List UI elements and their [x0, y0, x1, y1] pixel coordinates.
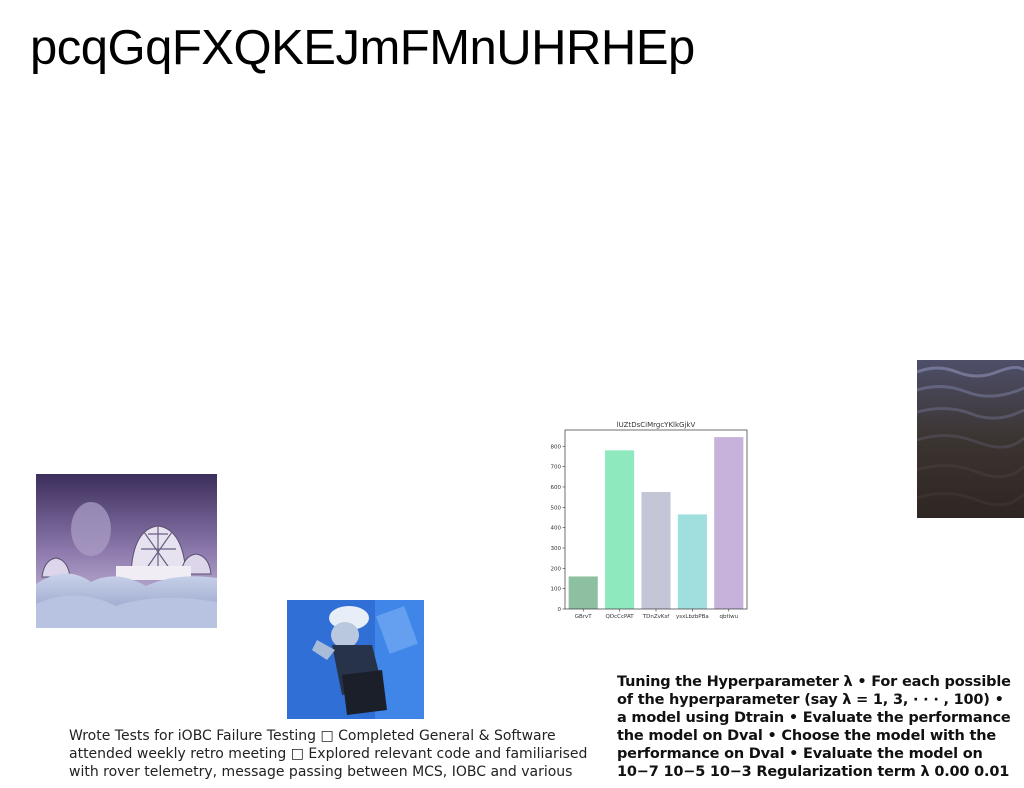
- x-tick-label: GBrvT: [575, 614, 593, 620]
- x-tick-label: qbtlwu: [719, 614, 738, 620]
- chart-bar: [641, 492, 671, 609]
- notes-line: Wrote Tests for iOBC Failure Testing □ C…: [69, 728, 556, 744]
- bar-chart: lUZtDsCiMrgcYKlkGjkV GBrvT QDcCcPAT TDnZvKs…: [551, 421, 748, 620]
- y-tick-label: 800: [551, 444, 562, 450]
- notes-text: Wrote Tests for iOBC Failure Testing □ C…: [69, 727, 599, 781]
- slide-line: 10−7 10−5 10−3 Regularization term λ 0.0…: [617, 764, 1010, 780]
- chart-bar: [605, 450, 635, 609]
- x-tick-label: ysxLbzbPBa: [676, 614, 709, 620]
- page-title: pcqGqFXQKEJmFMnUHRHEp: [30, 21, 695, 75]
- chart-bar: [568, 576, 598, 609]
- y-tick-label: 200: [551, 566, 562, 572]
- y-tick-label: 300: [551, 546, 562, 552]
- chart-title: lUZtDsCiMrgcYKlkGjkV: [617, 421, 696, 429]
- slide-line: of the hyperparameter (say λ = 1, 3, · ·…: [617, 692, 1004, 708]
- water-texture-image: [917, 360, 1024, 518]
- y-tick-label: 100: [551, 587, 562, 593]
- y-tick-label: 700: [551, 465, 562, 471]
- notes-line: attended weekly retro meeting □ Explored…: [69, 746, 588, 762]
- notes-line: with rover telemetry, message passing be…: [69, 764, 573, 780]
- chart-bar: [714, 437, 744, 609]
- chart-bar: [677, 514, 707, 609]
- plot-frame: [564, 429, 748, 610]
- slide-line: a model using Dtrain • Evaluate the perf…: [617, 710, 1011, 726]
- y-tick-label: 500: [551, 505, 562, 511]
- x-tick-label: TDnZvKsf: [642, 614, 671, 620]
- person-photo-image: [287, 600, 424, 719]
- fantasy-landscape-image: [36, 474, 217, 628]
- slide-line: performance on Dval • Evaluate the model…: [617, 746, 983, 762]
- slide-line: the model on Dval • Choose the model wit…: [617, 728, 996, 744]
- y-tick-label: 400: [551, 526, 562, 532]
- y-tick-label: 600: [551, 485, 562, 491]
- x-tick-label: QDcCcPAT: [606, 614, 635, 620]
- y-tick-label: 0: [558, 607, 562, 613]
- slide-text: Tuning the Hyperparameter λ • For each p…: [617, 673, 1024, 781]
- slide-line: Tuning the Hyperparameter λ • For each p…: [617, 674, 1011, 690]
